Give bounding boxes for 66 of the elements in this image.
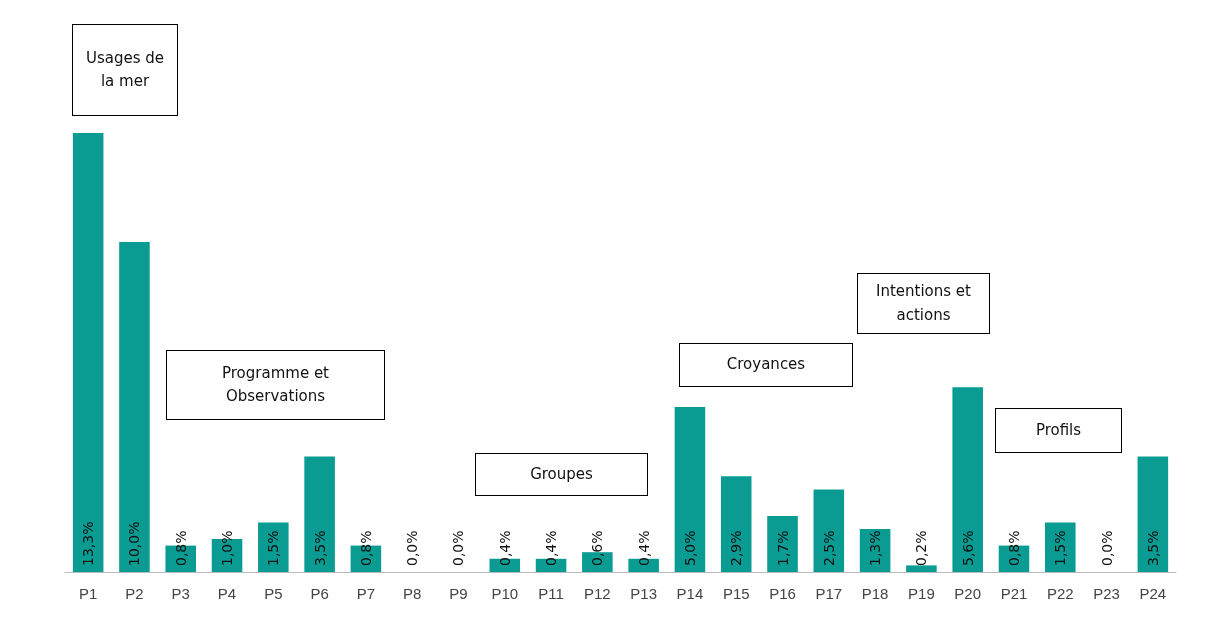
bar — [72, 132, 104, 572]
data-label: 0,6% — [589, 530, 606, 566]
bar — [720, 476, 752, 572]
data-label: 3,5% — [1144, 530, 1161, 566]
label-box: Groupes — [475, 453, 648, 496]
data-label: 0,4% — [543, 530, 560, 566]
data-label: 0,0% — [404, 530, 421, 566]
x-tick-label: P13 — [630, 585, 657, 602]
data-label: 2,5% — [820, 530, 837, 566]
data-label: 0,2% — [913, 530, 930, 566]
x-tick-label: P14 — [676, 585, 704, 602]
data-label: 0,0% — [1098, 530, 1115, 566]
data-label: 1,7% — [774, 530, 791, 566]
x-tick-label: P7 — [356, 585, 376, 602]
data-label: 13,3% — [80, 521, 97, 566]
x-tick-label: P18 — [861, 585, 889, 602]
x-tick-label: P17 — [815, 585, 843, 602]
x-tick-label: P3 — [171, 585, 190, 602]
x-tick-label: P4 — [217, 585, 237, 602]
data-label: 5,0% — [681, 530, 698, 566]
data-label: 1,0% — [219, 530, 236, 566]
data-label: 1,3% — [867, 530, 884, 566]
data-label: 0,8% — [357, 530, 374, 566]
x-tick-label: P12 — [584, 585, 611, 602]
bar — [813, 489, 845, 572]
x-tick-label: P6 — [310, 585, 329, 602]
x-tick-label: P8 — [403, 585, 422, 602]
data-label: 3,5% — [311, 530, 328, 566]
x-tick-label: P2 — [125, 585, 144, 602]
data-label: 0,4% — [496, 530, 513, 566]
bar — [906, 565, 937, 572]
label-box: Croyances — [679, 343, 853, 387]
bar — [119, 241, 150, 572]
bar — [1137, 456, 1169, 572]
x-tick-label: P11 — [538, 585, 564, 602]
label-box: Profils — [995, 408, 1122, 453]
bar — [304, 456, 335, 572]
x-tick-label: P15 — [722, 585, 750, 602]
data-label: 1,5% — [1052, 530, 1069, 566]
data-label: 0,8% — [172, 530, 189, 566]
data-label: 2,9% — [728, 530, 745, 566]
label-box: Usages de la mer — [72, 24, 178, 116]
x-tick-label: P1 — [78, 585, 98, 602]
x-tick-label: P5 — [264, 585, 283, 602]
data-label: 0,8% — [1005, 530, 1022, 566]
bar — [1044, 522, 1076, 572]
data-label: 5,6% — [959, 530, 976, 566]
bar — [767, 515, 798, 572]
bar — [674, 406, 706, 572]
label-box: Programme et Observations — [166, 350, 385, 420]
x-tick-label: P20 — [954, 585, 982, 602]
x-tick-label: P19 — [908, 585, 935, 602]
data-label: 0,4% — [635, 530, 652, 566]
x-tick-label: P16 — [769, 585, 796, 602]
data-label: 10,0% — [126, 521, 143, 566]
x-tick-label: P10 — [491, 585, 519, 602]
data-label: 0,0% — [450, 530, 467, 566]
x-tick-label: P21 — [1000, 585, 1028, 602]
label-box: Intentions et actions — [857, 273, 990, 334]
data-label: 1,5% — [265, 530, 282, 566]
x-tick-label: P24 — [1139, 585, 1167, 602]
x-tick-label: P23 — [1093, 585, 1120, 602]
x-tick-label: P22 — [1046, 585, 1074, 602]
bar — [952, 387, 983, 572]
x-tick-label: P9 — [449, 585, 468, 602]
bar — [258, 522, 289, 572]
